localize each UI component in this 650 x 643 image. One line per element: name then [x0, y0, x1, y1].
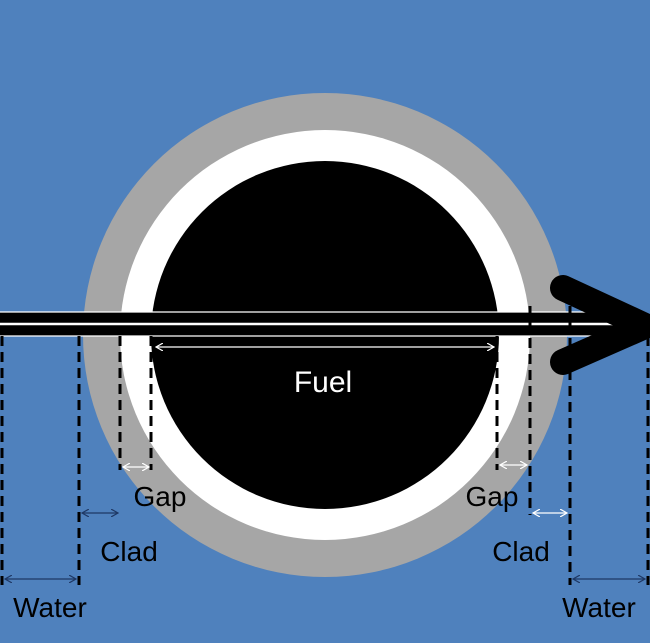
- label-clad-left: Clad: [100, 536, 158, 567]
- label-gap-left: Gap: [134, 481, 187, 512]
- label-fuel: Fuel: [294, 366, 352, 399]
- label-clad-right: Clad: [492, 536, 550, 567]
- label-water-right: Water: [562, 592, 636, 623]
- dimension-arrows: [5, 347, 645, 579]
- label-gap-right: Gap: [466, 481, 519, 512]
- boundary-lines: [0, 306, 650, 585]
- arrowhead-icon: [550, 275, 650, 375]
- label-water-left: Water: [13, 592, 87, 623]
